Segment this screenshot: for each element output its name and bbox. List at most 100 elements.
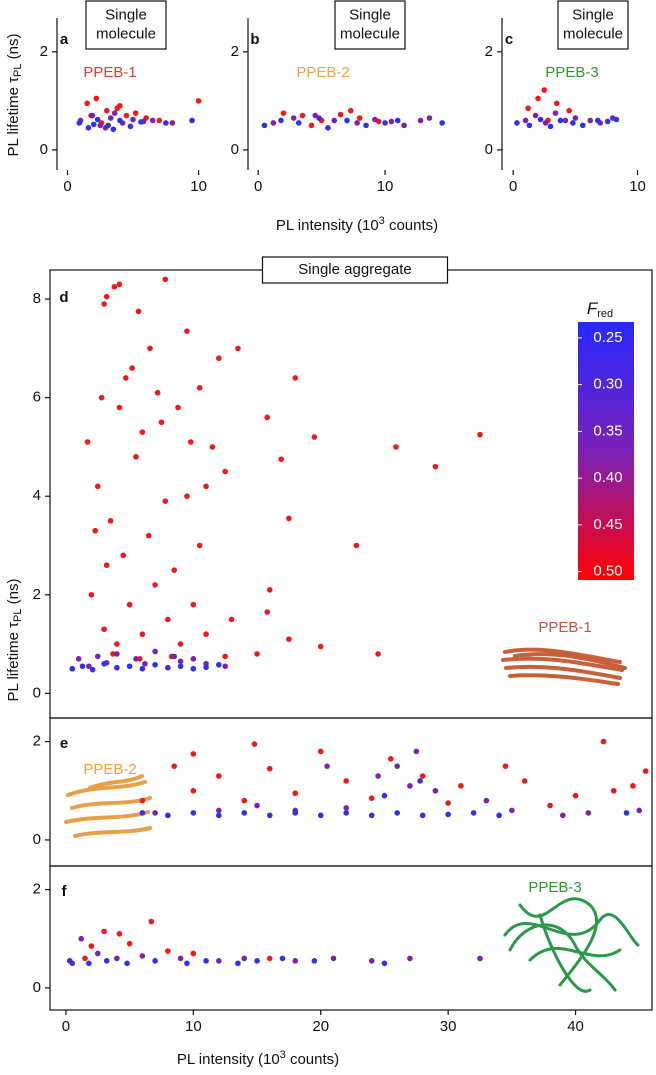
point xyxy=(130,116,136,123)
point xyxy=(177,663,184,670)
point xyxy=(120,552,127,559)
x-tick-label: 10 xyxy=(190,178,207,195)
point xyxy=(401,122,407,129)
point xyxy=(432,463,439,470)
point xyxy=(93,95,100,102)
point xyxy=(317,812,324,819)
point xyxy=(477,431,483,438)
point xyxy=(190,787,197,794)
colorbar-tick-label: 0.35 xyxy=(593,422,622,439)
point xyxy=(184,960,190,967)
point xyxy=(560,812,566,819)
sample-label: PPEB-1 xyxy=(83,64,136,81)
label-box xyxy=(261,256,449,284)
point xyxy=(133,453,139,460)
label-part: PL intensity (10 xyxy=(276,217,379,234)
point xyxy=(477,955,483,962)
point xyxy=(368,795,375,801)
point xyxy=(496,812,502,819)
point xyxy=(299,112,306,119)
label-part: PL xyxy=(12,608,24,621)
point xyxy=(413,748,420,755)
point xyxy=(251,741,258,747)
point xyxy=(190,810,197,816)
point xyxy=(196,542,203,549)
point xyxy=(190,751,197,757)
panel-letter: c xyxy=(505,31,513,48)
point xyxy=(152,582,158,588)
point xyxy=(101,660,107,667)
title-part: red xyxy=(597,308,613,320)
point xyxy=(419,773,426,779)
x-tick-label: 10 xyxy=(185,1018,202,1035)
label-part: 3 xyxy=(379,215,385,227)
point xyxy=(196,384,203,391)
point xyxy=(158,419,165,426)
point xyxy=(324,763,330,769)
point xyxy=(111,283,118,290)
point xyxy=(216,661,222,668)
point xyxy=(445,800,451,806)
point xyxy=(189,117,195,124)
point xyxy=(290,115,297,121)
y-tick-label: 2 xyxy=(33,881,41,898)
point xyxy=(94,653,101,660)
plot-frame xyxy=(49,717,653,867)
point xyxy=(162,276,169,283)
point xyxy=(152,810,158,816)
point xyxy=(254,802,260,809)
point xyxy=(152,661,158,668)
y-tick-label: 0 xyxy=(40,141,48,158)
point xyxy=(532,112,539,119)
point xyxy=(254,958,260,964)
y-tick-label: 2 xyxy=(485,43,493,60)
point xyxy=(264,609,271,615)
point xyxy=(103,958,110,964)
point xyxy=(426,115,433,121)
point xyxy=(316,115,322,121)
point xyxy=(363,122,369,129)
box-text: molecule xyxy=(96,25,156,42)
x-tick-label: 0 xyxy=(509,178,517,195)
point xyxy=(114,664,120,671)
label-part: (ns) xyxy=(5,33,22,63)
point xyxy=(344,117,350,124)
point xyxy=(522,117,529,124)
point xyxy=(94,116,101,123)
y-tick-label: 2 xyxy=(33,586,41,603)
point xyxy=(585,810,592,816)
point xyxy=(148,918,155,925)
ppeb1-illustration xyxy=(501,647,627,686)
point xyxy=(254,651,260,657)
point xyxy=(264,414,271,421)
point xyxy=(311,958,318,964)
y-tick-label: 2 xyxy=(231,43,239,60)
point xyxy=(278,117,284,124)
x-axis-label: PL intensity (103 counts) xyxy=(177,1049,339,1068)
point xyxy=(394,810,400,816)
box-text: Single aggregate xyxy=(298,261,411,278)
plot-frame xyxy=(49,865,653,1011)
point xyxy=(311,434,318,440)
y-tick-label: 4 xyxy=(33,487,41,504)
point xyxy=(241,797,248,804)
panel-letter: f xyxy=(62,883,68,900)
colorbar-title: Fred xyxy=(587,299,613,319)
y-axis-label: PL lifetime τPL (ns) xyxy=(5,578,24,701)
label-box xyxy=(85,0,167,50)
point xyxy=(171,763,178,769)
point xyxy=(152,958,158,964)
point xyxy=(439,120,445,126)
point xyxy=(372,116,378,123)
colorbar-tick-label: 0.30 xyxy=(593,376,622,393)
x-tick-label: 20 xyxy=(312,1018,329,1035)
point xyxy=(580,122,586,129)
label-part: counts) xyxy=(286,1051,339,1068)
point xyxy=(79,663,86,670)
point xyxy=(286,636,292,642)
point xyxy=(126,601,133,608)
label-box xyxy=(334,0,406,50)
title-part: F xyxy=(587,299,599,318)
point xyxy=(572,792,579,799)
y-axis-label: PL lifetime τPL (ns) xyxy=(5,33,24,156)
